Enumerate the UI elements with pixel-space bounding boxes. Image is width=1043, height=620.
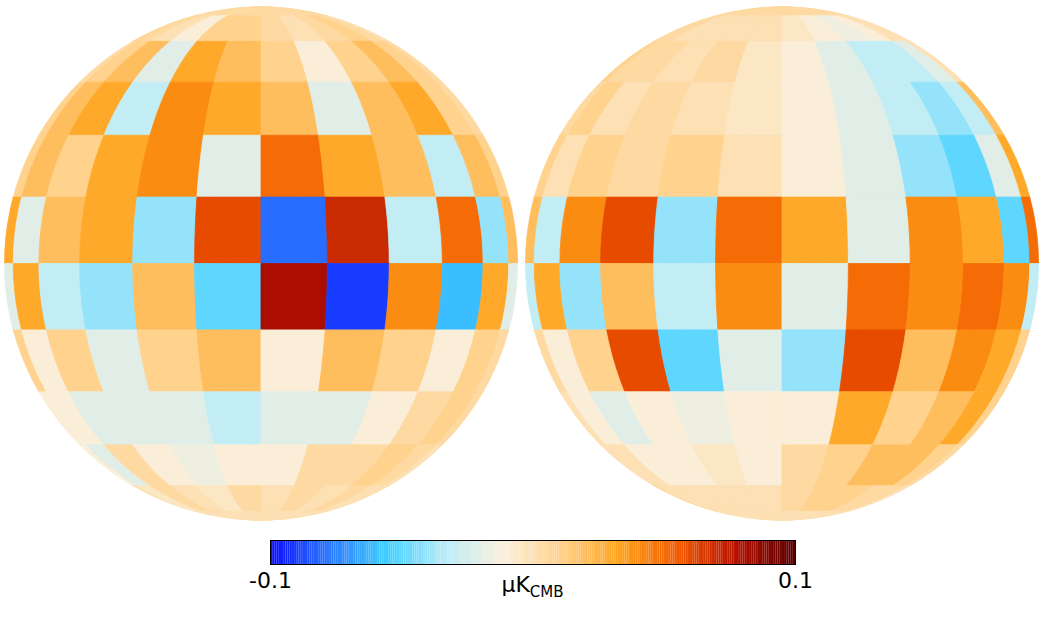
svg-text:μKCMB: μKCMB	[501, 572, 563, 601]
svg-text:-0.1: -0.1	[249, 568, 292, 593]
svg-text:0.1: 0.1	[778, 568, 813, 593]
